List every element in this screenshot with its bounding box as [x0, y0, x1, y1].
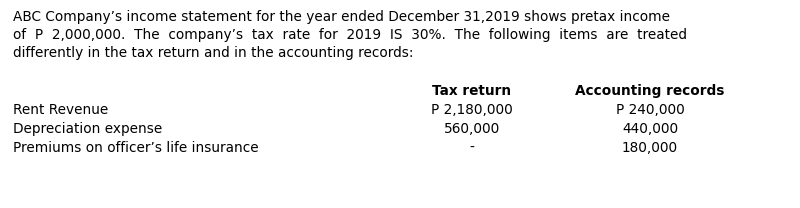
Text: ABC Company’s income statement for the year ended December 31,2019 shows pretax : ABC Company’s income statement for the y… — [13, 10, 670, 24]
Text: Tax return: Tax return — [433, 84, 511, 98]
Text: Premiums on officer’s life insurance: Premiums on officer’s life insurance — [13, 141, 258, 155]
Text: Rent Revenue: Rent Revenue — [13, 103, 108, 117]
Text: -: - — [470, 141, 474, 155]
Text: 440,000: 440,000 — [622, 122, 678, 136]
Text: Depreciation expense: Depreciation expense — [13, 122, 162, 136]
Text: 180,000: 180,000 — [622, 141, 678, 155]
Text: differently in the tax return and in the accounting records:: differently in the tax return and in the… — [13, 46, 414, 60]
Text: Accounting records: Accounting records — [575, 84, 725, 98]
Text: of  P  2,000,000.  The  company’s  tax  rate  for  2019  IS  30%.  The  followin: of P 2,000,000. The company’s tax rate f… — [13, 28, 687, 42]
Text: P 240,000: P 240,000 — [616, 103, 684, 117]
Text: P 2,180,000: P 2,180,000 — [431, 103, 513, 117]
Text: 560,000: 560,000 — [444, 122, 500, 136]
